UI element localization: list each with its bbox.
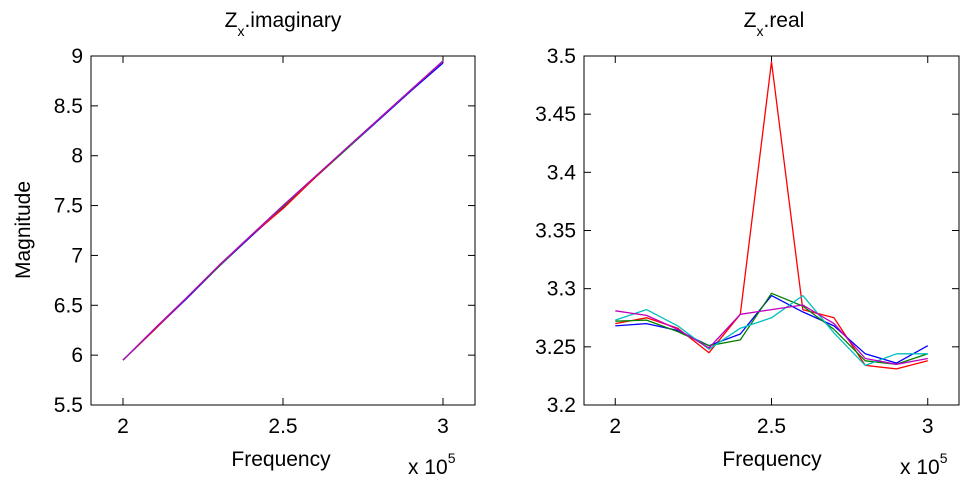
y-tick-label: 6.5 xyxy=(54,294,83,317)
chart-imaginary-series xyxy=(122,60,444,361)
y-tick-label: 9 xyxy=(71,45,83,68)
x-tick-label: 2.5 xyxy=(757,415,786,438)
chart-real: Zx.real 2 2.5 3 3.2 3.25 3.3 3.35 3.4 3.45 3.5 Fr… xyxy=(535,9,960,479)
chart-imaginary-title: Zx.imaginary xyxy=(225,9,342,39)
chart-real-title-subscript: x xyxy=(756,23,763,39)
y-tick-label: 3.2 xyxy=(547,394,576,417)
chart-real-ticks: 2 2.5 3 3.2 3.25 3.3 3.35 3.4 3.45 3.5 xyxy=(535,45,959,438)
chart-real-x-multiplier: x 105 xyxy=(900,450,948,479)
y-tick-label: 3.4 xyxy=(547,161,577,184)
y-tick-label: 3.3 xyxy=(547,278,576,301)
chart-imaginary: Zx.imaginary 2 2.5 3 5.5 6 6.5 7 7.5 8 8.5 9 Magni… xyxy=(12,9,476,479)
y-tick-label: 3.25 xyxy=(535,336,576,359)
y-tick-label: 3.35 xyxy=(535,220,576,243)
series-line-5 xyxy=(122,60,444,361)
chart-real-xlabel: Frequency xyxy=(722,448,822,471)
y-tick-label: 3.5 xyxy=(547,45,576,68)
x-tick-label: 2 xyxy=(117,415,129,438)
series-line-4 xyxy=(615,294,928,367)
y-tick-label: 8.5 xyxy=(54,95,83,118)
chart-imaginary-x-multiplier: x 105 xyxy=(408,450,456,479)
chart-imaginary-title-subscript: x xyxy=(237,23,244,39)
chart-imaginary-xlabel: Frequency xyxy=(231,448,331,471)
x-tick-label: 2.5 xyxy=(268,415,297,438)
y-tick-label: 6 xyxy=(71,344,83,367)
y-tick-label: 7.5 xyxy=(54,195,83,218)
y-tick-label: 7 xyxy=(71,244,83,267)
chart-real-series xyxy=(615,61,929,370)
chart-real-axes xyxy=(583,55,960,406)
chart-imaginary-ticks: 2 2.5 3 5.5 6 6.5 7 7.5 8 8.5 9 xyxy=(54,45,475,438)
series-line-5 xyxy=(615,304,928,365)
y-tick-label: 5.5 xyxy=(54,394,83,417)
x-tick-label: 2 xyxy=(609,415,621,438)
y-tick-label: 3.45 xyxy=(535,103,576,126)
chart-real-title: Zx.real xyxy=(744,9,805,39)
y-tick-label: 8 xyxy=(71,145,83,168)
x-tick-label: 3 xyxy=(922,415,934,438)
chart-imaginary-axes xyxy=(90,55,476,406)
chart-imaginary-ylabel: Magnitude xyxy=(12,181,35,279)
x-tick-label: 3 xyxy=(437,415,449,438)
